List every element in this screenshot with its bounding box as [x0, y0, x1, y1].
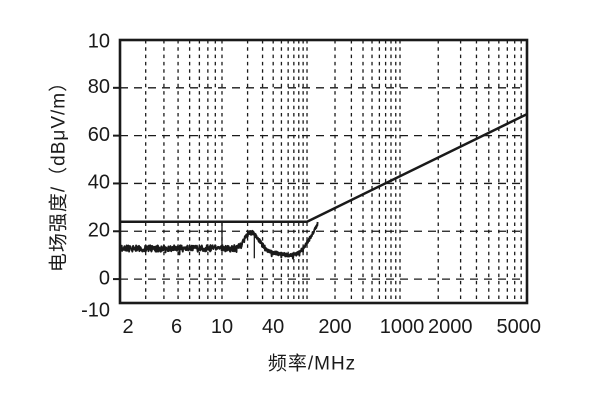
- y-tick-label: 80: [88, 76, 110, 98]
- y-tick-label: -10: [81, 299, 110, 321]
- y-tick-label: 20: [88, 220, 110, 242]
- y-tick-label: 40: [88, 172, 110, 194]
- y-axis-title: 电场强度/（dBμV/m）: [48, 71, 70, 273]
- measured-emission-trace: [119, 221, 319, 260]
- x-tick-label: 6: [171, 316, 182, 338]
- x-tick-label: 2: [122, 316, 133, 338]
- y-tick-label: 10: [88, 30, 110, 52]
- x-tick-label: 10: [211, 316, 233, 338]
- x-tick-label: 1000: [380, 316, 425, 338]
- x-axis-title: 频率/MHz: [267, 353, 357, 375]
- plot-border: [118, 38, 529, 305]
- x-tick-label: 200: [318, 316, 351, 338]
- x-tick-label: 40: [262, 316, 284, 338]
- limit-line: [120, 112, 528, 223]
- x-tick-label: 2000: [428, 316, 473, 338]
- x-tick-label: 5000: [497, 316, 542, 338]
- y-tick-label: 60: [88, 124, 110, 146]
- y-tick-label: 0: [99, 267, 110, 289]
